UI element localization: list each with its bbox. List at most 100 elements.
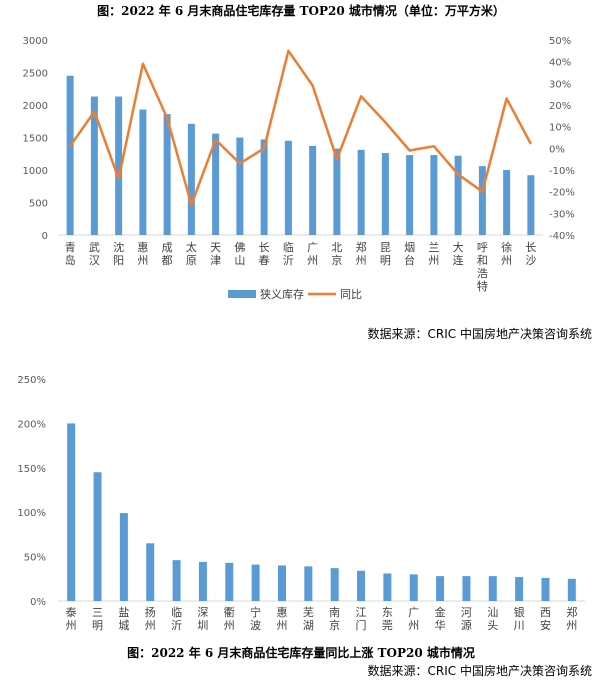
bar-yoy-growth <box>198 561 207 601</box>
bar-inventory <box>406 155 414 235</box>
category-label: 扬州 <box>145 605 156 632</box>
category-label: 南京 <box>329 606 340 632</box>
category-label: 金华 <box>435 605 446 632</box>
category-label: 宁波 <box>250 605 261 632</box>
bar-inventory <box>163 114 171 235</box>
left-axis-tick: 500 <box>29 199 48 210</box>
y-axis-tick: 0% <box>30 597 46 608</box>
bar-inventory <box>66 75 74 235</box>
right-axis-tick: 40% <box>549 58 571 69</box>
category-label: 徐州 <box>501 240 512 267</box>
bar-inventory <box>260 139 268 235</box>
bar-inventory <box>284 140 292 235</box>
bar-inventory <box>115 96 123 235</box>
right-axis-tick: 50% <box>549 36 571 47</box>
bar-inventory <box>527 175 535 235</box>
category-label: 长春 <box>259 241 270 267</box>
bar-inventory <box>90 96 98 235</box>
category-label: 临沂 <box>171 605 182 632</box>
category-label: 大连 <box>453 240 464 267</box>
y-axis-tick: 250% <box>17 375 46 386</box>
bar-inventory <box>454 155 462 235</box>
category-label: 惠州 <box>276 605 287 632</box>
category-label: 银川 <box>514 605 525 632</box>
category-label: 西安 <box>540 606 551 632</box>
bar-inventory <box>139 109 147 235</box>
category-label: 三明 <box>92 606 103 632</box>
category-label: 惠州 <box>137 240 148 267</box>
bar-yoy-growth <box>146 543 155 601</box>
left-axis-tick: 2500 <box>23 69 48 80</box>
bar-yoy-growth <box>225 562 234 601</box>
left-axis-tick: 0 <box>42 231 48 242</box>
right-axis-tick: 0% <box>549 144 565 155</box>
inventory-chart: 0 500 1000 1500 2000 2500 3000 -40% -30% -20% -10%… <box>23 36 575 301</box>
yoy-growth-chart: 0% 50% 100% 150% 200% 250% 泰州三明盐城扬州临沂深圳衢州宁波惠州芜… <box>17 375 585 632</box>
bar-yoy-growth <box>462 576 471 601</box>
category-label: 衢州 <box>224 606 235 632</box>
category-label: 佛山 <box>234 241 245 267</box>
bar-yoy-growth <box>277 565 286 601</box>
bar-inventory <box>236 137 244 235</box>
legend-label-yoy: 同比 <box>340 288 362 301</box>
category-label: 盐城 <box>118 606 129 632</box>
left-axis-tick: 2000 <box>23 101 48 112</box>
bar-yoy-growth <box>93 472 102 601</box>
right-axis-tick: -40% <box>549 231 575 242</box>
category-label: 烟台 <box>404 240 415 267</box>
category-label: 呼和浩特 <box>477 241 488 293</box>
bar-inventory <box>503 170 511 235</box>
category-label: 郑州 <box>356 240 367 267</box>
bar-yoy-growth <box>330 568 339 601</box>
category-label: 青岛 <box>65 241 76 267</box>
right-axis-tick: -30% <box>549 209 575 220</box>
legend-swatch-inventory <box>228 290 256 298</box>
category-label: 天津 <box>210 241 221 267</box>
left-axis-tick: 1500 <box>23 134 48 145</box>
left-axis-tick: 1000 <box>23 166 48 177</box>
right-axis-tick: -10% <box>549 166 575 177</box>
y-axis-tick: 200% <box>17 419 46 430</box>
category-label: 泰州 <box>66 605 77 632</box>
y-axis-tick: 50% <box>24 553 46 564</box>
bar-yoy-growth <box>541 577 550 601</box>
bar-yoy-growth <box>436 576 445 601</box>
category-label: 沈阳 <box>113 240 124 267</box>
category-label: 东莞 <box>382 606 393 632</box>
category-label: 北京 <box>331 241 342 267</box>
category-label: 汕头 <box>487 606 498 632</box>
legend-label-inventory: 狭义库存 <box>260 287 304 301</box>
line-yoy <box>69 49 533 206</box>
bar-yoy-growth <box>251 564 260 601</box>
bar-yoy-growth <box>67 423 76 601</box>
category-label: 武汉 <box>89 241 100 267</box>
bar-yoy-growth <box>119 513 128 601</box>
bar-yoy-growth <box>515 577 524 601</box>
category-label: 广州 <box>307 241 318 267</box>
category-label: 兰州 <box>428 241 439 267</box>
bar-yoy-growth <box>357 570 366 601</box>
bar-yoy-growth <box>567 578 576 601</box>
category-label: 昆明 <box>380 241 391 267</box>
category-label: 太原 <box>186 241 197 267</box>
bar-yoy-growth <box>488 576 497 601</box>
category-label: 成都 <box>162 241 173 267</box>
bar-inventory <box>381 153 389 235</box>
right-axis-tick: 20% <box>549 101 571 112</box>
bar-inventory <box>212 133 220 235</box>
bar-inventory <box>187 123 195 235</box>
category-label: 广州 <box>408 606 419 632</box>
bar-inventory <box>333 148 341 235</box>
category-label: 临沂 <box>283 240 294 267</box>
right-axis-tick: 10% <box>549 123 571 134</box>
chart2-title: 图：2022 年 6 月末商品住宅库存量同比上涨 TOP20 城市情况 <box>127 646 475 660</box>
bar-yoy-growth <box>383 573 392 601</box>
bar-inventory <box>309 145 317 235</box>
bar-yoy-growth <box>172 560 181 601</box>
category-label: 江门 <box>356 606 367 632</box>
legend: 狭义库存 同比 <box>228 287 362 301</box>
bar-inventory <box>357 149 365 235</box>
bar-yoy-growth <box>304 566 313 601</box>
chart1-title: 图：2022 年 6 月末商品住宅库存量 TOP20 城市情况（单位：万平方米） <box>97 4 505 18</box>
right-axis-tick: -20% <box>549 188 575 199</box>
